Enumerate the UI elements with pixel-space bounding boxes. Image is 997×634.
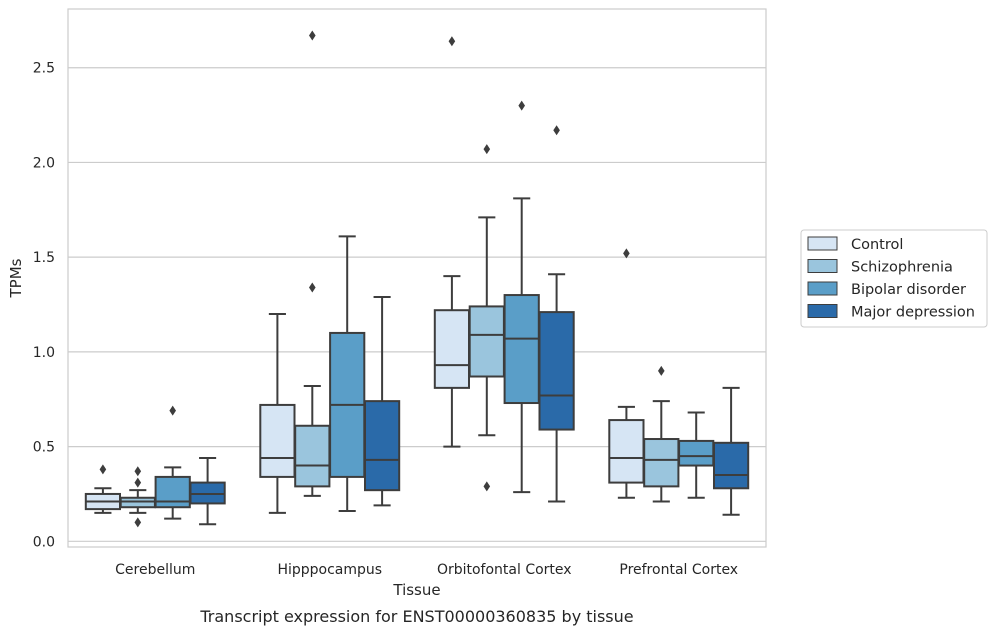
legend-swatch xyxy=(807,281,838,296)
y-tick-label: 1.0 xyxy=(33,345,55,361)
outlier-point xyxy=(658,365,665,376)
legend-frame xyxy=(800,229,988,328)
chart-caption: Transcript expression for ENST0000036083… xyxy=(199,607,633,626)
box-0-0 xyxy=(84,464,122,514)
outlier-point xyxy=(309,282,316,293)
outlier-point xyxy=(134,517,142,528)
box-3-3 xyxy=(712,386,750,516)
box-1-2 xyxy=(329,235,366,513)
legend-label: Control xyxy=(851,237,903,253)
box-1-0 xyxy=(259,312,296,514)
legend-swatch xyxy=(807,259,838,273)
box-1-1 xyxy=(294,30,331,497)
box-3-1 xyxy=(643,365,680,503)
x-tick-label: Hipppocampus xyxy=(277,562,382,578)
box-body xyxy=(294,424,331,488)
box-body xyxy=(678,439,715,467)
box-3-2 xyxy=(678,411,715,499)
outlier-point xyxy=(134,477,142,488)
box-body xyxy=(468,305,505,378)
outlier-point xyxy=(169,405,176,416)
box-0-3 xyxy=(189,456,226,526)
legend-label: Major depression xyxy=(851,305,975,321)
outlier-point xyxy=(99,464,107,475)
outlier-point xyxy=(309,30,316,41)
box-1-3 xyxy=(363,295,401,507)
box-body xyxy=(608,419,645,484)
legend-swatch xyxy=(807,236,838,251)
box-body xyxy=(643,438,680,488)
box-groups xyxy=(84,30,750,528)
box-body xyxy=(538,311,575,431)
y-tick-label: 2.0 xyxy=(33,155,55,171)
grid-lines xyxy=(68,67,766,542)
box-2-2 xyxy=(503,100,540,494)
legend-label: Schizophrenia xyxy=(851,260,953,276)
y-tick-label: 0.5 xyxy=(33,440,55,456)
box-2-0 xyxy=(433,36,471,448)
x-axis-label: Tissue xyxy=(392,581,440,599)
outlier-point xyxy=(553,125,560,136)
legend-label: Bipolar disorder xyxy=(851,282,966,298)
outlier-point xyxy=(483,144,491,155)
outlier-point xyxy=(448,36,456,47)
plot-frame xyxy=(67,8,767,548)
box-3-0 xyxy=(608,248,645,499)
y-tick-labels: 0.0 0.5 1.0 1.5 2.0 2.5 xyxy=(33,61,55,551)
x-tick-label: Prefrontal Cortex xyxy=(619,562,738,578)
y-axis-label: TPMs xyxy=(7,258,25,298)
x-tick-label: Orbitofontal Cortex xyxy=(437,562,572,578)
box-body xyxy=(503,294,540,405)
box-0-2 xyxy=(154,405,191,520)
box-0-1 xyxy=(119,466,156,528)
box-2-3 xyxy=(538,125,575,503)
y-tick-label: 2.5 xyxy=(33,61,55,77)
y-tick-label: 1.5 xyxy=(33,250,55,266)
box-2-1 xyxy=(468,144,505,492)
outlier-point xyxy=(518,100,525,111)
outlier-point xyxy=(134,466,142,477)
y-tick-label: 0.0 xyxy=(33,534,55,550)
box-body xyxy=(712,441,750,490)
box-body xyxy=(154,475,191,509)
box-body xyxy=(259,403,296,478)
outlier-point xyxy=(483,481,491,492)
legend-swatch xyxy=(807,304,838,318)
outlier-point xyxy=(623,248,630,259)
x-tick-labels: Cerebellum Hipppocampus Orbitofontal Corte… xyxy=(115,562,738,578)
legend: Control Schizophrenia Bipolar disorder Majo… xyxy=(800,229,988,328)
box-body xyxy=(363,400,401,492)
box-body xyxy=(433,309,471,389)
x-tick-label: Cerebellum xyxy=(115,562,195,578)
